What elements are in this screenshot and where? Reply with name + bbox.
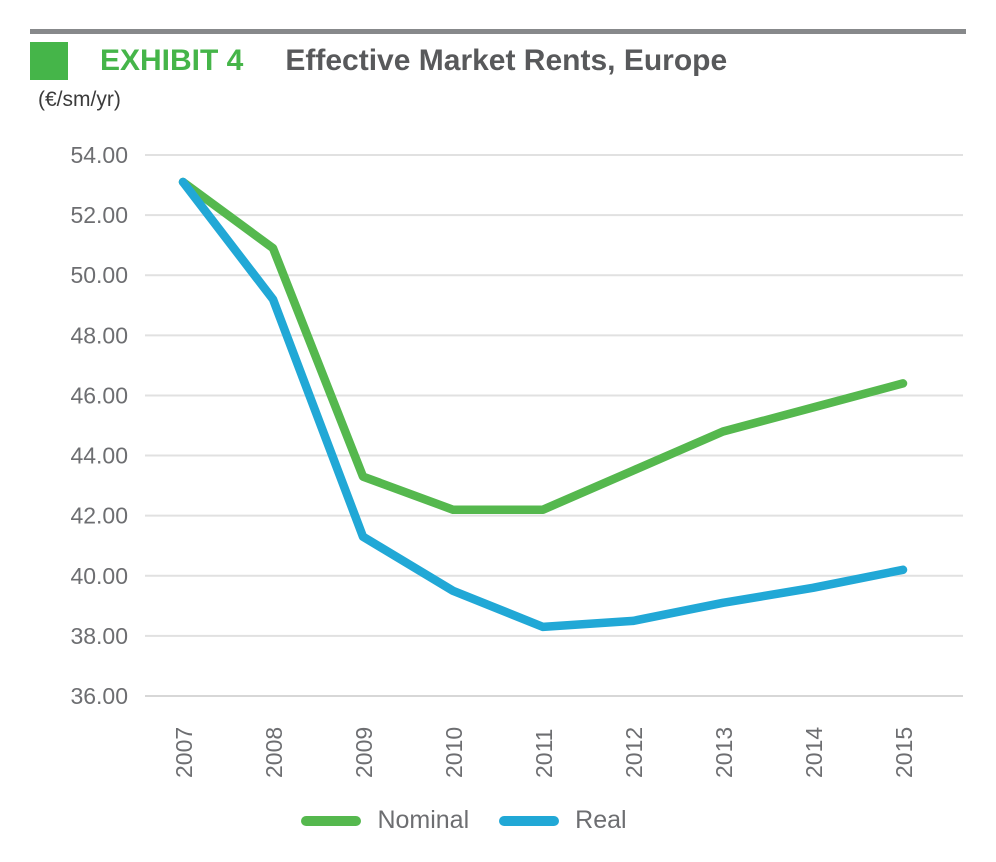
nominal-line <box>178 177 908 514</box>
x-tick-label: 2007 <box>171 727 197 778</box>
chart-title: Effective Market Rents, Europe <box>285 44 728 77</box>
y-tick-label: 48.00 <box>70 322 128 348</box>
exhibit-label: EXHIBIT 4 <box>100 44 244 77</box>
x-tick-label: 2012 <box>621 727 647 778</box>
real-line <box>178 177 908 632</box>
y-tick-label: 46.00 <box>70 382 128 408</box>
chart-legend: Nominal Real <box>0 806 962 835</box>
legend-label-nominal: Nominal <box>377 806 470 834</box>
legend-label-real: Real <box>575 806 627 834</box>
header-divider-bar <box>30 29 966 34</box>
x-tick-label: 2009 <box>351 727 377 778</box>
y-tick-label: 42.00 <box>70 503 128 529</box>
y-tick-label: 44.00 <box>70 443 128 469</box>
legend-item-real: Real <box>499 806 627 835</box>
x-tick-label: 2010 <box>441 727 467 778</box>
x-tick-label: 2011 <box>531 729 557 778</box>
real-line-swatch <box>499 815 560 826</box>
exhibit-marker-square <box>30 42 68 80</box>
x-tick-label: 2008 <box>261 727 287 778</box>
y-tick-label: 40.00 <box>70 563 128 589</box>
nominal-line-swatch <box>301 815 362 826</box>
y-tick-label: 52.00 <box>70 202 128 228</box>
x-tick-label: 2015 <box>891 727 917 778</box>
y-tick-label: 36.00 <box>70 683 128 709</box>
y-tick-label: 54.00 <box>70 142 128 168</box>
y-tick-label: 38.00 <box>70 623 128 649</box>
y-axis-units-label: (€/sm/yr) <box>38 88 121 111</box>
x-tick-label: 2014 <box>801 727 827 778</box>
x-tick-label: 2013 <box>711 727 737 778</box>
line-chart: 54.00 52.00 50.00 48.00 46.00 44.00 42.00 40.00… <box>70 142 963 778</box>
y-tick-label: 50.00 <box>70 262 128 288</box>
chart-header: EXHIBIT 4 Effective Market Rents, Europe <box>30 42 727 80</box>
legend-item-nominal: Nominal <box>301 806 469 835</box>
